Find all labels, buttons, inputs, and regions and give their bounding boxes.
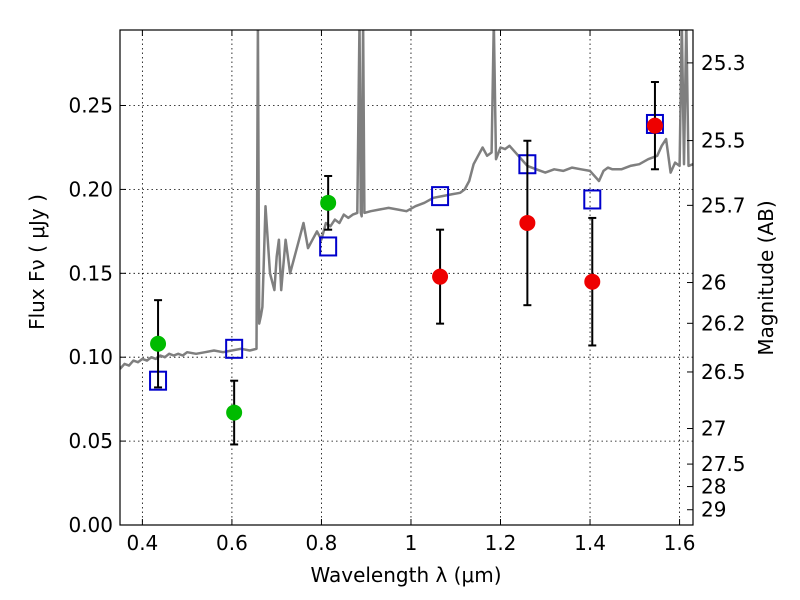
y2-tick-label: 29 bbox=[701, 498, 726, 522]
x-tick-label: 0.4 bbox=[126, 531, 158, 555]
y2-tick-label: 26.2 bbox=[701, 311, 746, 335]
photometry-point bbox=[150, 335, 167, 352]
model-square-point bbox=[225, 338, 244, 359]
photometry-point bbox=[519, 214, 536, 231]
model-spectrum-line bbox=[120, 30, 693, 370]
series-layer bbox=[120, 30, 693, 446]
y2-tick-label: 27 bbox=[701, 417, 726, 441]
y2-axis-title: Magnitude (AB) bbox=[754, 200, 778, 355]
photometry-point bbox=[584, 273, 601, 290]
x-tick-label: 1.6 bbox=[664, 531, 696, 555]
y-tick-label: 0.05 bbox=[68, 429, 113, 453]
y-tick-label: 0.10 bbox=[68, 345, 113, 369]
y2-tick-label: 28 bbox=[701, 475, 726, 499]
y2-tick-label: 27.5 bbox=[701, 452, 746, 476]
x-tick-label: 0.6 bbox=[216, 531, 248, 555]
photometry-point bbox=[226, 404, 243, 421]
y-tick-label: 0.00 bbox=[68, 513, 113, 537]
x-tick-label: 0.8 bbox=[306, 531, 338, 555]
y-tick-label: 0.25 bbox=[68, 94, 113, 118]
y-axis-title: Flux Fν ( μJy ) bbox=[25, 194, 49, 330]
x-tick-label: 1.2 bbox=[485, 531, 517, 555]
x-axis-title: Wavelength λ (μm) bbox=[310, 563, 501, 587]
plot-background bbox=[120, 30, 693, 525]
photometry-point bbox=[320, 194, 337, 211]
y2-tick-label: 25.5 bbox=[701, 129, 746, 153]
y2-tick-label: 25.3 bbox=[701, 51, 746, 75]
model-square-point bbox=[431, 186, 450, 207]
y2-tick-label: 26 bbox=[701, 271, 726, 295]
photometry-point bbox=[646, 117, 663, 134]
y-tick-label: 0.20 bbox=[68, 177, 113, 201]
x-tick-label: 1 bbox=[405, 531, 418, 555]
plot-frame bbox=[119, 29, 694, 526]
model-square-point bbox=[319, 236, 338, 257]
y2-tick-label: 25.7 bbox=[701, 193, 746, 217]
x-tick-label: 1.4 bbox=[574, 531, 606, 555]
model-square-point bbox=[583, 189, 602, 210]
ticks: 0.4 0.6 0.8 1 1.2 1.4 1.6 0.00 0.05 0.10 0.15 0.20 0… bbox=[68, 30, 746, 555]
photometry-point bbox=[432, 268, 449, 285]
y2-tick-label: 26.5 bbox=[701, 360, 746, 384]
y-tick-label: 0.15 bbox=[68, 261, 113, 285]
